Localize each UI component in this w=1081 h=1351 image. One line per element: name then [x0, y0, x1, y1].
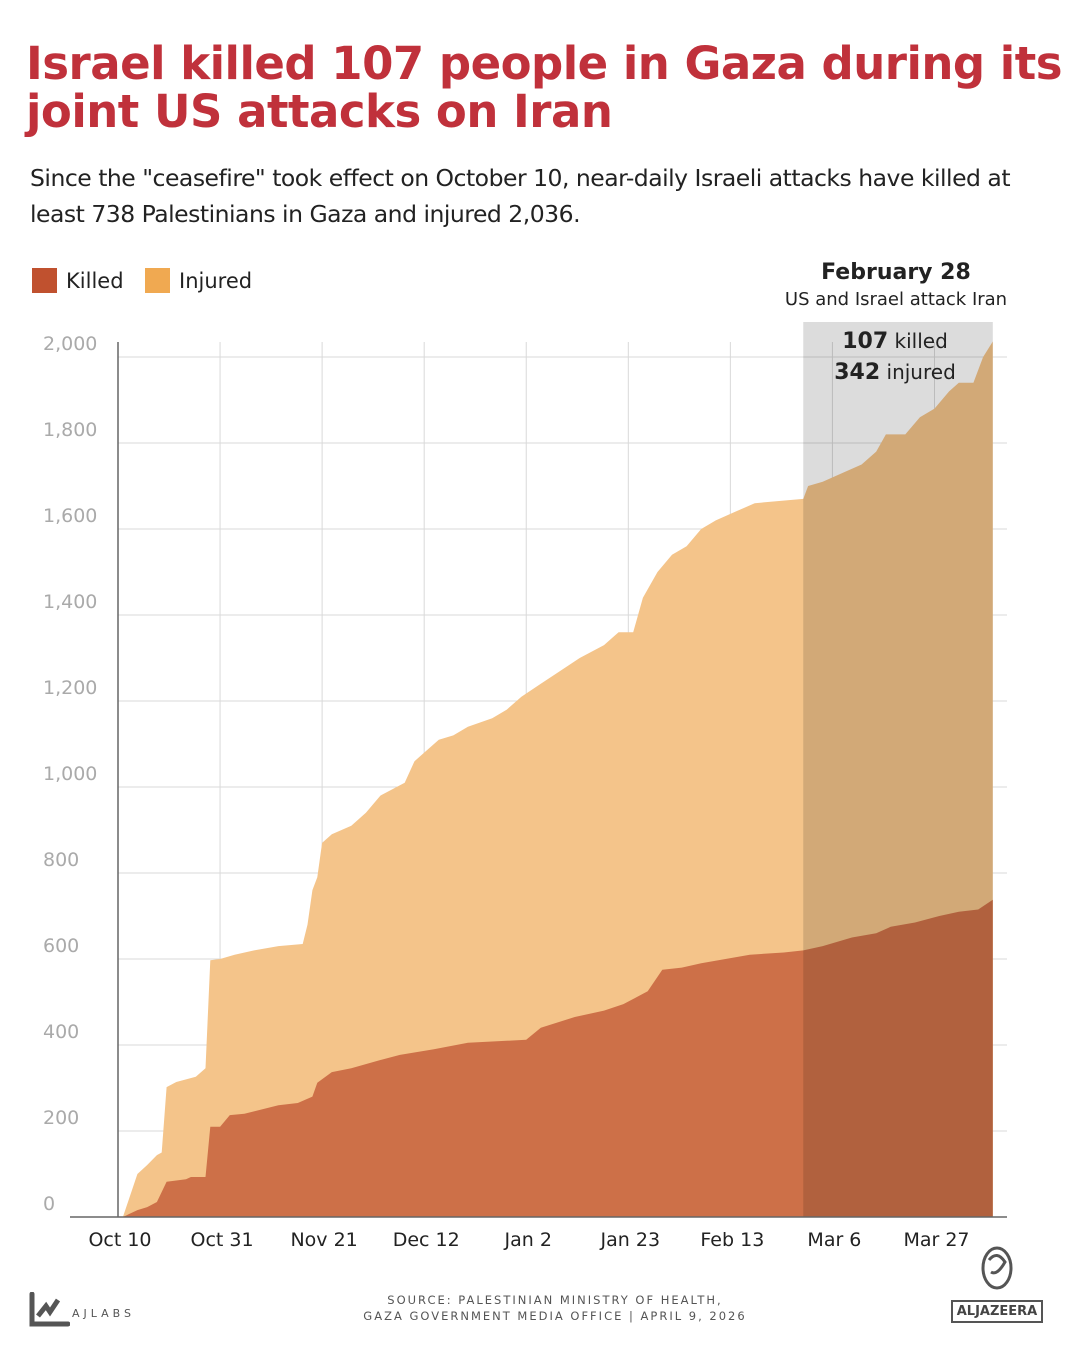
x-tick-label: Oct 10: [88, 1229, 151, 1251]
chart-title: Israel killed 107 people in Gaza during …: [26, 37, 1063, 138]
x-tick-label: Jan 23: [600, 1229, 661, 1251]
area-killed: [122, 899, 993, 1217]
annotation-injured-label: injured: [886, 360, 956, 384]
y-tick-label: 1,400: [43, 591, 97, 613]
x-tick-label: Mar 6: [807, 1229, 861, 1251]
aljazeera-logo: ALJAZEERA: [951, 1236, 1043, 1323]
ajlabs-text: AJLABS: [72, 1307, 136, 1320]
annotation-counts: 107 killed 342 injured: [800, 326, 990, 388]
annotation-injured-value: 342: [834, 360, 881, 385]
source-line: SOURCE: PALESTINIAN MINISTRY OF HEALTH,: [387, 1293, 723, 1307]
source-note: SOURCE: PALESTINIAN MINISTRY OF HEALTH, …: [300, 1292, 810, 1324]
x-tick-label: Mar 27: [903, 1229, 969, 1251]
x-tick-label: Oct 31: [191, 1229, 254, 1251]
legend-item-injured: Injured: [145, 268, 252, 293]
annotation-event: February 28 US and Israel attack Iran: [760, 260, 1032, 310]
aljazeera-calligraphy-icon: [981, 1246, 1013, 1290]
annotation-killed-value: 107: [842, 329, 889, 354]
annotation-killed-label: killed: [894, 329, 948, 353]
y-tick-label: 1,600: [43, 505, 97, 527]
y-tick-label: 1,800: [43, 419, 97, 441]
legend-label: Injured: [179, 268, 253, 293]
event-shade-region: [803, 322, 993, 1217]
legend-swatch-killed: [32, 268, 57, 293]
x-tick-label: Feb 13: [700, 1229, 764, 1251]
y-tick-label: 1,200: [43, 677, 97, 699]
annotation-description: US and Israel attack Iran: [784, 289, 1008, 310]
aljazeera-wordmark: ALJAZEERA: [951, 1300, 1043, 1323]
y-tick-label: 400: [43, 1021, 79, 1043]
chart-subtitle: Since the "ceasefire" took effect on Oct…: [30, 164, 1011, 228]
x-tick-label: Nov 21: [290, 1229, 357, 1251]
legend-label: Killed: [66, 268, 124, 293]
ajlabs-chart-icon: [29, 1292, 70, 1327]
ajlabs-logo: AJLABS: [28, 1292, 135, 1328]
y-tick-label: 200: [43, 1107, 79, 1129]
legend-item-killed: Killed: [32, 268, 124, 293]
y-tick-label: 1,000: [43, 763, 97, 785]
y-tick-label: 600: [43, 935, 79, 957]
y-tick-label: 2,000: [43, 333, 97, 355]
annotation-date: February 28: [821, 260, 971, 285]
source-line: GAZA GOVERNMENT MEDIA OFFICE | APRIL 9, …: [363, 1309, 747, 1323]
y-tick-label: 0: [43, 1193, 55, 1215]
x-tick-label: Jan 2: [504, 1229, 552, 1251]
y-tick-label: 800: [43, 849, 79, 871]
legend-swatch-injured: [145, 268, 170, 293]
x-tick-label: Dec 12: [393, 1229, 460, 1251]
